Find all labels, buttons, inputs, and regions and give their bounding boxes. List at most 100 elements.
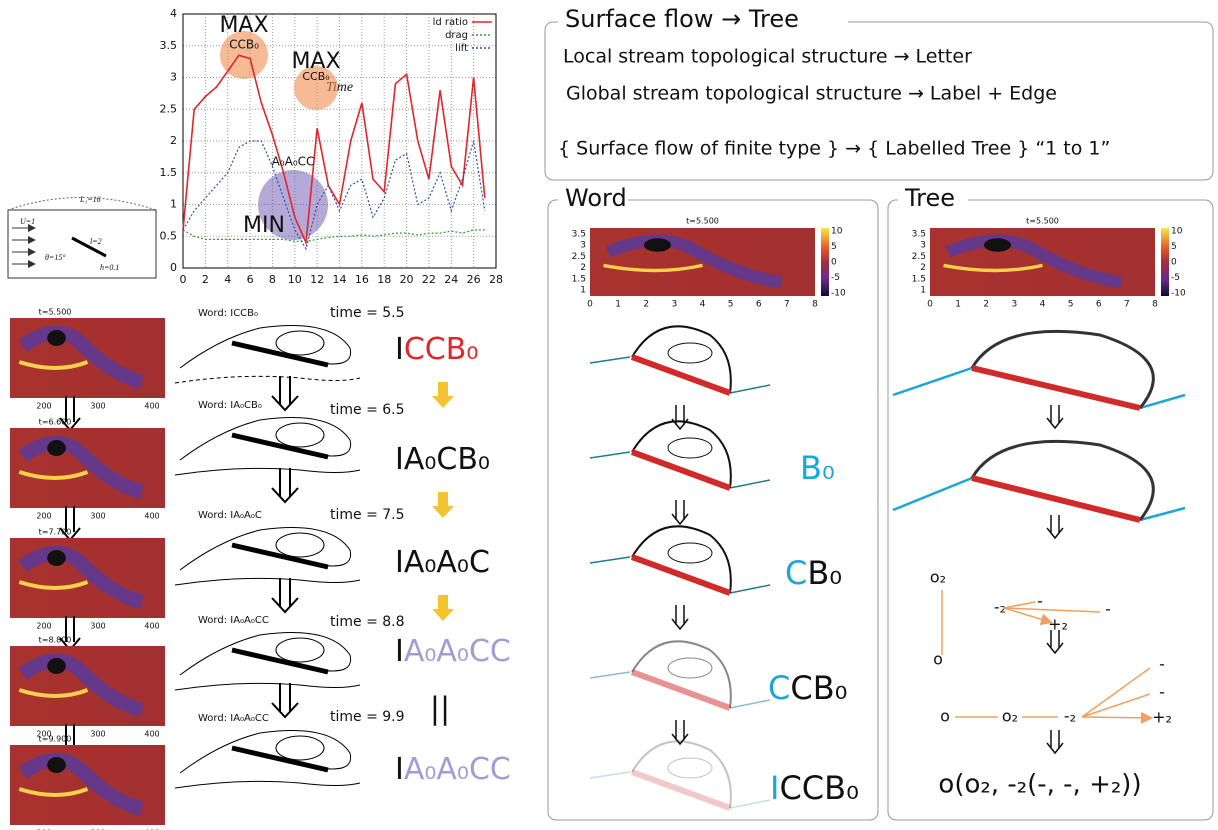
colorbar-tick: 0 [1171, 258, 1177, 268]
x-tick-label: 6 [247, 273, 254, 286]
time-label: time = 5.5 [330, 305, 405, 321]
vortex-loop [275, 637, 325, 663]
y-tick-label: 0.5 [160, 229, 178, 242]
tree-chain-node: o₂ [1002, 707, 1018, 726]
inflow-arrows [12, 224, 36, 268]
tree-chain-node: - [1159, 655, 1165, 674]
red-plate [630, 449, 732, 491]
thumbnail-wake [18, 325, 144, 389]
heatmap-x-tick: 2 [983, 300, 989, 310]
word-label: Word: IA₀A₀C [198, 510, 262, 521]
thumb-title: t=7.700 [39, 528, 72, 537]
thumb-title: t=8.800 [39, 636, 72, 645]
heatmap-title: t=5.500 [686, 217, 719, 226]
thumb-tick: 200 [36, 512, 51, 521]
thumb-title: t=6.600 [39, 418, 72, 427]
thumb-tick: 300 [90, 829, 105, 830]
red-plate [630, 554, 732, 596]
schematic-label: h=0.1 [100, 263, 119, 272]
panel-title-bg [558, 188, 628, 210]
plate [71, 236, 107, 258]
colorbar-tick: 5 [1171, 242, 1177, 252]
thumbnail-shear [18, 470, 89, 480]
equal-sign: || [430, 692, 450, 727]
heatmap-x-tick: 1 [955, 300, 961, 310]
dome [631, 525, 732, 594]
y-tick-label: 2 [170, 134, 177, 147]
x-tick-label: 16 [355, 273, 369, 286]
tree-flow [892, 366, 1186, 410]
word-result-part: A₀A₀CC [404, 634, 511, 669]
thumbnail-core [47, 440, 66, 456]
thumbnail-wake [18, 435, 144, 499]
heatmap-y-tick: 1 [580, 286, 586, 296]
thumb-tick: 400 [144, 730, 159, 739]
tree-chain-node: -₂ [1064, 707, 1076, 726]
word-result-part: IA₀CB₀ [395, 442, 490, 477]
word-panel-label-part: B₀ [800, 449, 835, 487]
implies-arrow [671, 720, 689, 746]
loop [667, 757, 713, 779]
thumb-tick: 200 [36, 730, 51, 739]
heatmap-wake [605, 234, 783, 289]
thumb-tick: 400 [144, 512, 159, 521]
flow-line [589, 556, 771, 594]
x-tick-label: 8 [269, 273, 276, 286]
annotation: CCB₀ [302, 70, 330, 83]
colorbar [1161, 228, 1169, 296]
heatmap-y-tick: 2.5 [912, 252, 926, 262]
tree-result: o(o₂, -₂(-, -, +₂)) [938, 770, 1141, 800]
heatmap-x-tick: 8 [1152, 300, 1158, 310]
header-title-bg [558, 8, 848, 34]
x-tick-label: 12 [310, 273, 324, 286]
panel-title: Tree [904, 184, 955, 212]
implies-arrow [671, 605, 689, 631]
heatmap-x-tick: 8 [812, 300, 818, 310]
thumb-tick: 200 [36, 622, 51, 631]
legend-label: drag [445, 30, 468, 41]
tree-node: o [933, 650, 943, 669]
thumb-tick: 300 [90, 402, 105, 411]
word-result-part: IA₀A₀C [395, 545, 490, 580]
thumbnail-wake [18, 545, 144, 609]
time-label: time = 9.9 [330, 709, 405, 725]
min-marker [258, 170, 328, 240]
thumbnail-shear [18, 688, 89, 698]
implies-arrow [1046, 515, 1064, 540]
x-tick-label: 10 [288, 273, 302, 286]
heatmap-y-tick: 3.5 [912, 230, 926, 240]
heatmap-x-tick: 2 [643, 300, 649, 310]
separatrix [174, 682, 361, 691]
streamline [179, 527, 352, 571]
colorbar-tick: 0 [831, 258, 837, 268]
separatrix [174, 780, 361, 789]
x-tick-label: 0 [180, 273, 187, 286]
word-result-part: CCB₀ [404, 332, 479, 367]
streamline [179, 325, 352, 369]
y-tick-label: 4 [170, 7, 177, 20]
thumbnail-shear [18, 580, 89, 590]
word-label: Word: ICCB₀ [198, 308, 258, 319]
flow-line [589, 356, 771, 394]
heatmap-x-tick: 0 [587, 300, 593, 310]
implies-arrow [671, 405, 689, 431]
word-panel-label-part: I [770, 769, 779, 807]
colorbar-tick: -5 [831, 273, 840, 283]
y-tick-label: 0 [170, 261, 177, 274]
plate-diagram [231, 432, 329, 460]
word-label: Word: IA₀CB₀ [198, 400, 262, 411]
flow-line [589, 771, 771, 809]
schematic-label: θ=15° [45, 253, 66, 262]
plate-diagram [231, 542, 329, 570]
heatmap [930, 228, 1155, 296]
word-panel-label: B₀ [800, 449, 835, 487]
word-result: ICCB₀ [395, 332, 478, 367]
dome [631, 420, 732, 489]
heatmap-wake [945, 234, 1123, 289]
red-plate [630, 669, 732, 711]
dome [631, 640, 732, 709]
loop [667, 437, 713, 459]
implies-arrow [1046, 630, 1064, 655]
plate-diagram [231, 340, 329, 368]
loop [667, 657, 713, 679]
